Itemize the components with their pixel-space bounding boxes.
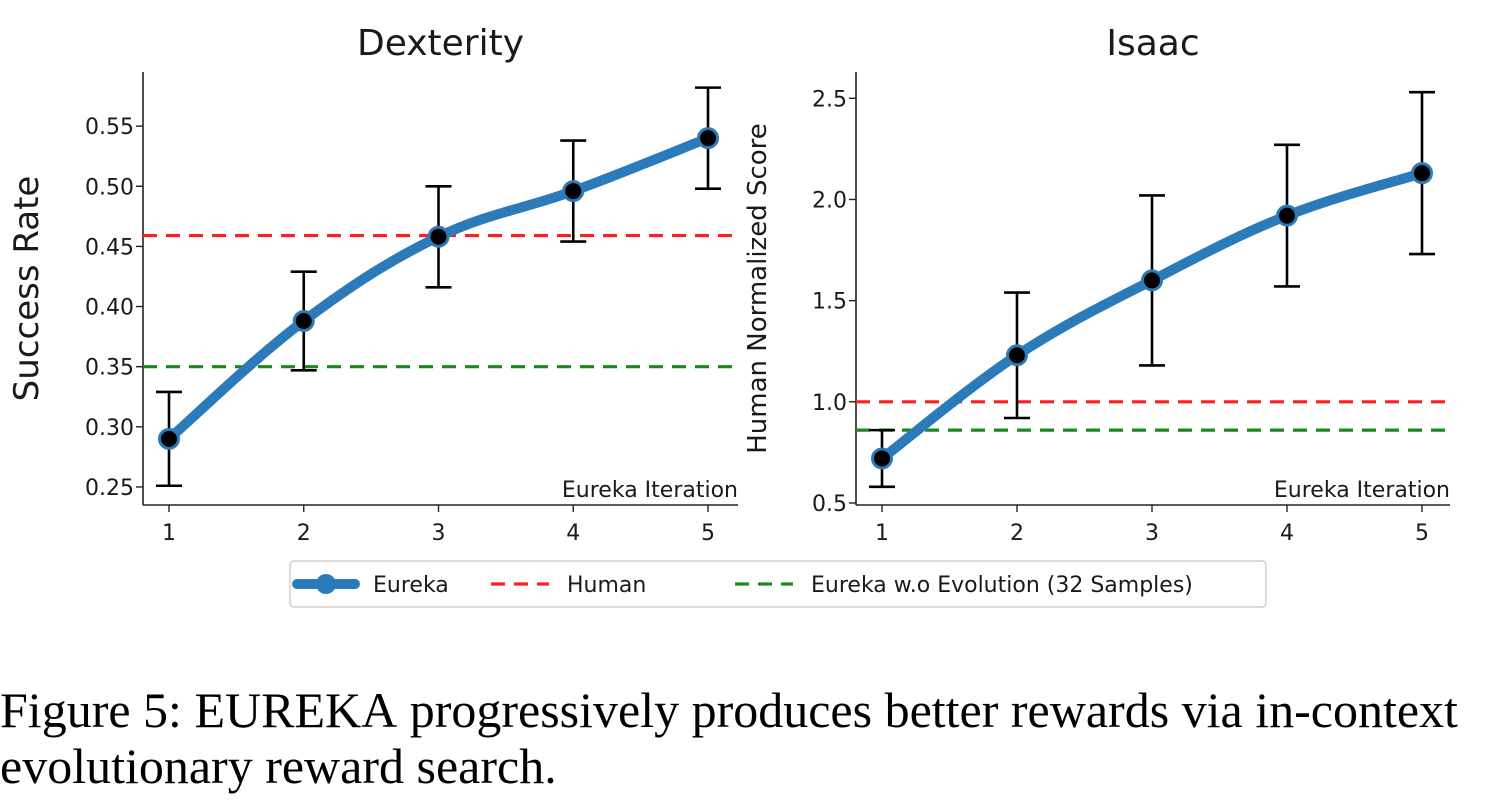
- legend-item: Eureka w.o Evolution (32 Samples): [735, 573, 1193, 598]
- chart-title: Isaac: [1106, 23, 1199, 64]
- chart-panel-1: Dexterity 0.25 0.30 0.35 0.40 0.45 0.50 0.55 1 2 3…: [7, 23, 738, 546]
- legend-label: Eureka: [373, 573, 449, 598]
- data-point-marker: [1141, 269, 1163, 292]
- y-tick-label: 0.50: [85, 175, 134, 200]
- caption-method-initial: E: [194, 682, 225, 738]
- x-tick-label: 5: [1415, 521, 1429, 546]
- y-tick-label: 0.25: [85, 476, 134, 501]
- legend: Eureka Human Eureka w.o Evolution (32 Samp…: [289, 560, 1267, 608]
- data-point-marker: [158, 427, 180, 450]
- x-tick-label: 1: [875, 521, 889, 546]
- x-tick-label: 2: [297, 521, 311, 546]
- x-axis-label: Eureka Iteration: [562, 478, 738, 503]
- y-tick-label: 2.0: [812, 188, 847, 213]
- data-point-marker: [292, 309, 315, 332]
- figure-caption: Figure 5: EUREKA progressively produces …: [0, 682, 1487, 794]
- data-point-marker: [697, 127, 719, 150]
- y-axis-label: Human Normalized Score: [743, 123, 773, 454]
- y-tick-label: 0.35: [85, 356, 134, 381]
- data-point-marker: [871, 447, 893, 470]
- x-tick-label: 3: [432, 521, 446, 546]
- x-tick-label: 3: [1145, 521, 1159, 546]
- x-tick-label: 5: [701, 521, 715, 546]
- x-tick-label: 4: [566, 521, 580, 546]
- y-tick-label: 0.30: [85, 416, 134, 441]
- legend-frame: [289, 560, 1267, 608]
- y-tick-label: 0.5: [812, 492, 847, 517]
- data-point-marker: [427, 225, 450, 248]
- x-tick-label: 2: [1010, 521, 1024, 546]
- legend-label: Eureka w.o Evolution (32 Samples): [811, 573, 1193, 598]
- y-tick-label: 0.45: [85, 235, 134, 260]
- legend-label: Human: [567, 573, 646, 598]
- caption-text: progressively produces better rewards vi…: [0, 682, 1458, 794]
- data-point-marker: [562, 180, 585, 203]
- y-tick-label: 2.5: [812, 87, 847, 112]
- data-point-marker: [1276, 204, 1298, 227]
- caption-method-name: EUREKA: [194, 682, 397, 738]
- y-tick-label: 0.55: [85, 115, 134, 140]
- legend-item: Eureka: [292, 573, 449, 598]
- legend-item: Human: [491, 573, 646, 598]
- data-point-marker: [1411, 162, 1433, 185]
- legend-swatch-marker: [316, 574, 336, 594]
- y-axis-label: Success Rate: [7, 176, 47, 402]
- chart-panel-2: Isaac 0.5 1.0 1.5 2.0 2.5 1 2 3 4 5 Human Normalize…: [743, 23, 1450, 546]
- data-point-marker: [1006, 344, 1028, 367]
- y-tick-label: 1.0: [812, 391, 847, 416]
- caption-label: Figure 5:: [0, 682, 182, 738]
- y-tick-label: 1.5: [812, 290, 847, 315]
- x-tick-label: 4: [1280, 521, 1294, 546]
- x-tick-label: 1: [162, 521, 176, 546]
- chart-title: Dexterity: [357, 23, 524, 64]
- caption-method-rest: UREKA: [224, 682, 398, 738]
- y-tick-label: 0.40: [85, 296, 134, 321]
- x-axis-label: Eureka Iteration: [1274, 478, 1450, 503]
